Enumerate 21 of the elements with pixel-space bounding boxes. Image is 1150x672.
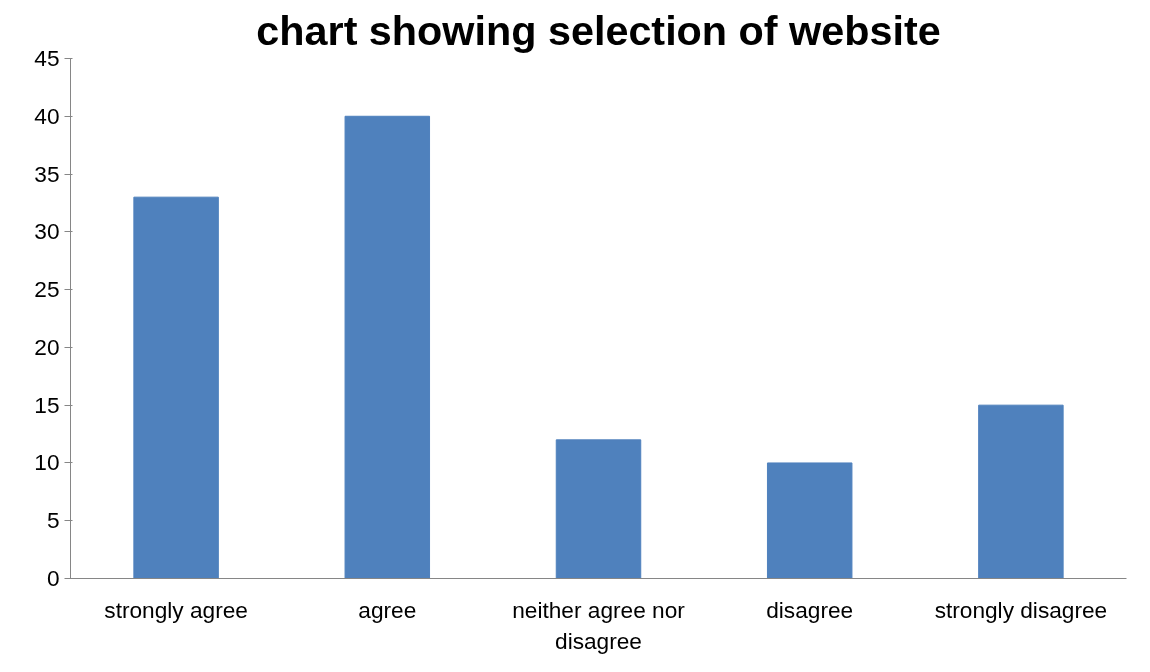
x-tick-label: strongly agree bbox=[104, 596, 248, 623]
bar bbox=[344, 115, 431, 579]
y-tick-label: 5 bbox=[46, 507, 60, 534]
y-tick-label: 20 bbox=[34, 333, 60, 360]
y-tick-label: 0 bbox=[46, 565, 60, 591]
y-tick-label: 35 bbox=[34, 160, 60, 187]
bar bbox=[555, 439, 642, 579]
y-tick-label: 10 bbox=[34, 449, 60, 476]
x-tick-label: agree bbox=[358, 596, 417, 623]
y-tick-label: 45 bbox=[34, 45, 60, 71]
x-tick-label: strongly disagree bbox=[934, 596, 1108, 623]
x-tick-label: disagree bbox=[766, 596, 854, 623]
bar bbox=[133, 196, 219, 579]
y-tick-label: 15 bbox=[34, 391, 60, 418]
y-tick-label: 30 bbox=[34, 218, 60, 245]
chart-title: chart showing selection of website bbox=[256, 7, 941, 54]
bar bbox=[978, 404, 1064, 579]
bar bbox=[766, 462, 853, 579]
y-tick-label: 25 bbox=[34, 276, 60, 303]
y-tick-label: 40 bbox=[34, 102, 60, 129]
x-tick-label: neither agree nor disagree bbox=[512, 596, 686, 654]
